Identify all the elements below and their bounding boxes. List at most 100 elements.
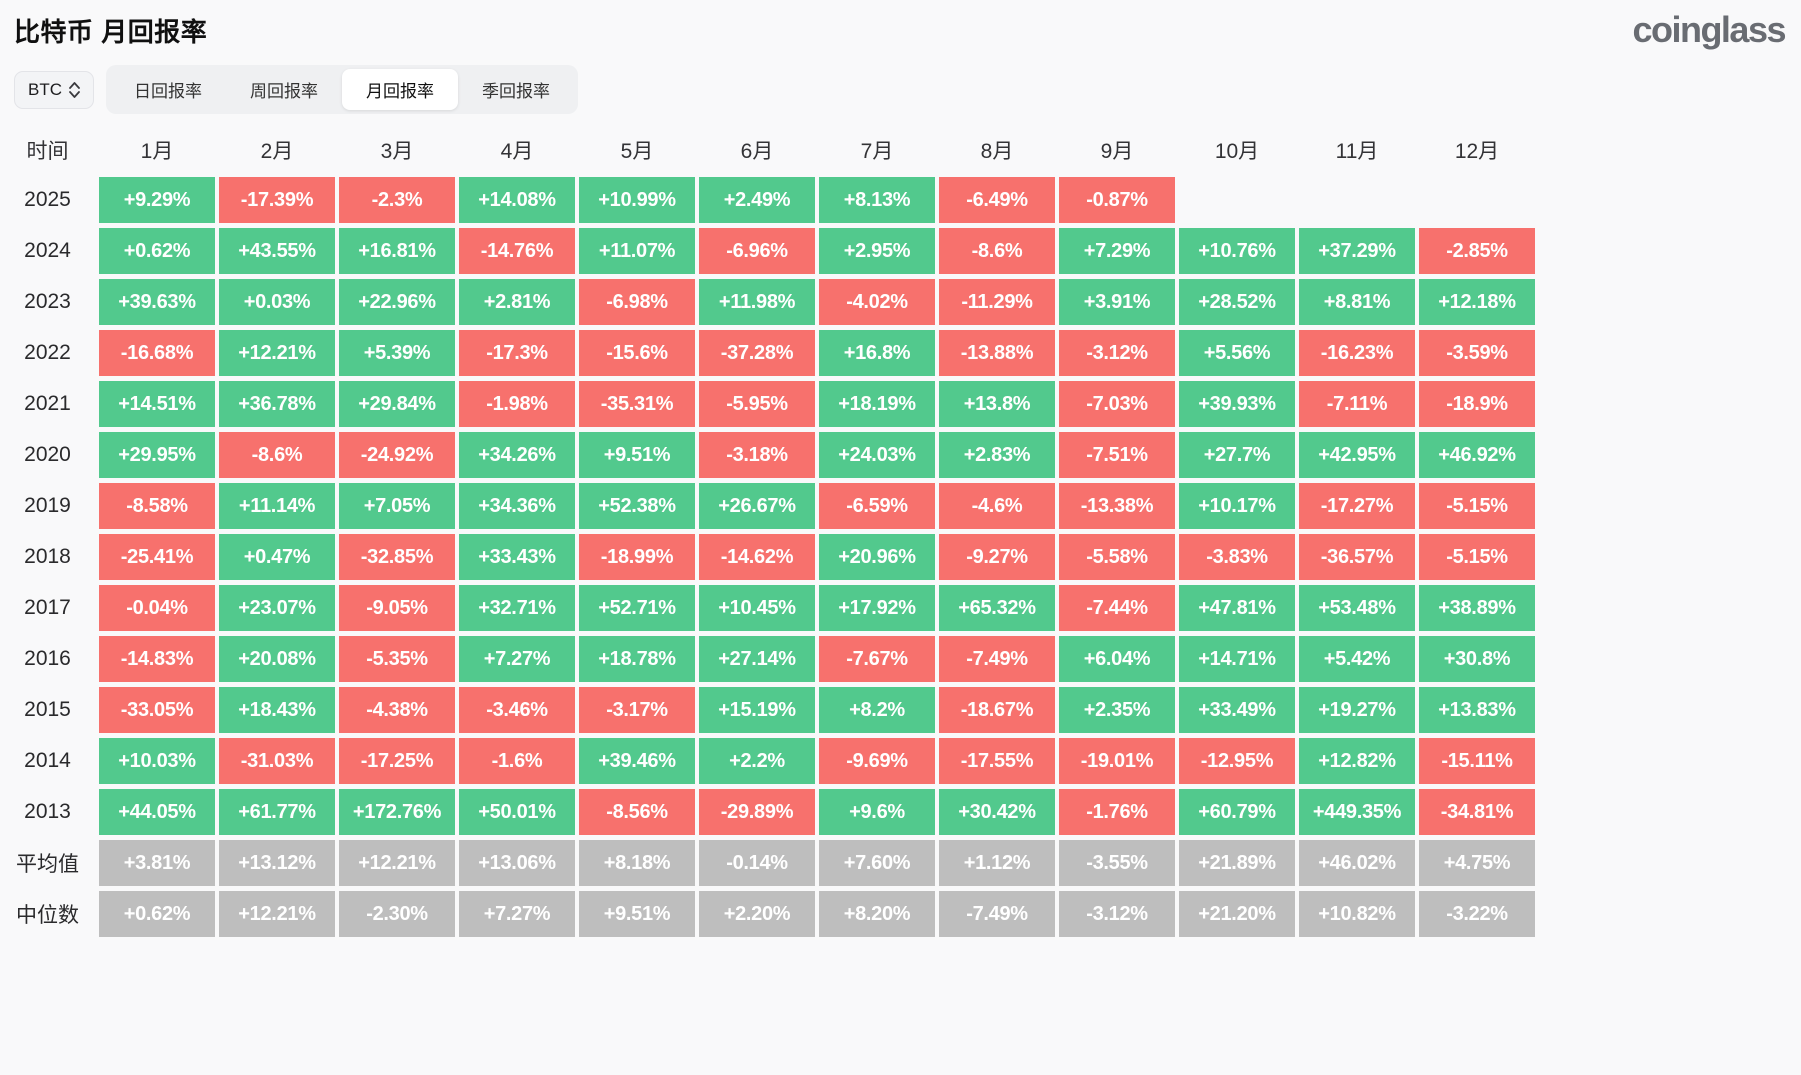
return-cell: +42.95% [1299, 432, 1415, 478]
return-cell: -7.49% [939, 891, 1055, 937]
interval-tabs: 日回报率 周回报率 月回报率 季回报率 [106, 65, 578, 114]
return-cell: +9.51% [579, 891, 695, 937]
row-label-2021: 2021 [24, 392, 71, 415]
return-cell: +8.13% [819, 177, 935, 223]
row-label-2022: 2022 [24, 341, 71, 364]
return-cell: +26.67% [699, 483, 815, 529]
return-cell: -16.23% [1299, 330, 1415, 376]
return-cell: +7.60% [819, 840, 935, 886]
return-cell: +11.07% [579, 228, 695, 274]
return-cell: +61.77% [219, 789, 335, 835]
monthly-returns-table: 时间 1月 2月 3月 4月 5月 6月 7月 8月 9月 10月 11月 12月 2025 +9.29% -… [0, 128, 1801, 937]
return-cell: -9.05% [339, 585, 455, 631]
return-cell: +13.06% [459, 840, 575, 886]
row-label-中位数: 中位数 [16, 904, 79, 927]
return-cell: -8.6% [219, 432, 335, 478]
return-cell: +52.38% [579, 483, 695, 529]
return-cell: +46.02% [1299, 840, 1415, 886]
return-cell: -6.59% [819, 483, 935, 529]
row-label-平均值: 平均值 [16, 853, 79, 876]
return-cell: -17.55% [939, 738, 1055, 784]
return-cell: -14.62% [699, 534, 815, 580]
return-cell: +16.8% [819, 330, 935, 376]
return-cell: -35.31% [579, 381, 695, 427]
return-cell: +3.81% [99, 840, 215, 886]
return-cell: +9.29% [99, 177, 215, 223]
return-cell: -19.01% [1059, 738, 1175, 784]
return-cell: -14.76% [459, 228, 575, 274]
return-cell [1419, 177, 1535, 223]
return-cell: -12.95% [1179, 738, 1295, 784]
row-label-2017: 2017 [24, 596, 71, 619]
tab-weekly-returns[interactable]: 周回报率 [250, 82, 318, 101]
row-label-2018: 2018 [24, 545, 71, 568]
return-cell: +8.2% [819, 687, 935, 733]
return-cell: -4.6% [939, 483, 1055, 529]
return-cell: +24.03% [819, 432, 935, 478]
return-cell: -18.67% [939, 687, 1055, 733]
return-cell: +33.43% [459, 534, 575, 580]
return-cell: -7.11% [1299, 381, 1415, 427]
return-cell: +22.96% [339, 279, 455, 325]
return-cell: -2.30% [339, 891, 455, 937]
return-cell: +9.6% [819, 789, 935, 835]
return-cell: -5.15% [1419, 534, 1535, 580]
return-cell: -13.88% [939, 330, 1055, 376]
return-cell: +4.75% [1419, 840, 1535, 886]
return-cell [1299, 177, 1415, 223]
return-cell: +50.01% [459, 789, 575, 835]
return-cell: -9.69% [819, 738, 935, 784]
return-cell: +2.2% [699, 738, 815, 784]
month-column-header: 12月 [1454, 140, 1500, 163]
return-cell: +29.95% [99, 432, 215, 478]
tab-monthly-returns[interactable]: 月回报率 [342, 69, 458, 110]
return-cell: +13.8% [939, 381, 1055, 427]
controls-bar: BTC 日回报率 周回报率 月回报率 季回报率 [14, 65, 1801, 114]
return-cell: +12.21% [219, 891, 335, 937]
tab-daily-returns[interactable]: 日回报率 [134, 82, 202, 101]
return-cell: -3.59% [1419, 330, 1535, 376]
return-cell: +30.42% [939, 789, 1055, 835]
return-cell: +14.71% [1179, 636, 1295, 682]
return-cell: +29.84% [339, 381, 455, 427]
return-cell: +5.39% [339, 330, 455, 376]
return-cell: +21.89% [1179, 840, 1295, 886]
return-cell: -3.12% [1059, 330, 1175, 376]
return-cell: +19.27% [1299, 687, 1415, 733]
return-cell: +0.03% [219, 279, 335, 325]
return-cell: -24.92% [339, 432, 455, 478]
return-cell: +13.12% [219, 840, 335, 886]
return-cell: +16.81% [339, 228, 455, 274]
return-cell [1179, 177, 1295, 223]
month-column-header: 2月 [260, 140, 294, 163]
month-column-header: 3月 [380, 140, 414, 163]
return-cell: +23.07% [219, 585, 335, 631]
return-cell: -6.98% [579, 279, 695, 325]
month-column-header: 1月 [140, 140, 174, 163]
return-cell: +34.36% [459, 483, 575, 529]
row-label-2024: 2024 [24, 239, 71, 262]
month-column-header: 8月 [980, 140, 1014, 163]
return-cell: +172.76% [339, 789, 455, 835]
return-cell: +27.7% [1179, 432, 1295, 478]
return-cell: +32.71% [459, 585, 575, 631]
row-label-2013: 2013 [24, 800, 71, 823]
return-cell: +20.96% [819, 534, 935, 580]
return-cell: -8.58% [99, 483, 215, 529]
return-cell: -8.6% [939, 228, 1055, 274]
return-cell: -1.98% [459, 381, 575, 427]
return-cell: -15.6% [579, 330, 695, 376]
row-label-2025: 2025 [24, 188, 71, 211]
row-label-2014: 2014 [24, 749, 71, 772]
return-cell: +10.45% [699, 585, 815, 631]
coin-selector[interactable]: BTC [14, 70, 94, 109]
month-column-header: 5月 [620, 140, 654, 163]
return-cell: -0.14% [699, 840, 815, 886]
return-cell: +52.71% [579, 585, 695, 631]
tab-quarterly-returns[interactable]: 季回报率 [482, 82, 550, 101]
return-cell: -37.28% [699, 330, 815, 376]
month-column-header: 7月 [860, 140, 894, 163]
return-cell: +65.32% [939, 585, 1055, 631]
return-cell: +8.18% [579, 840, 695, 886]
return-cell: -36.57% [1299, 534, 1415, 580]
